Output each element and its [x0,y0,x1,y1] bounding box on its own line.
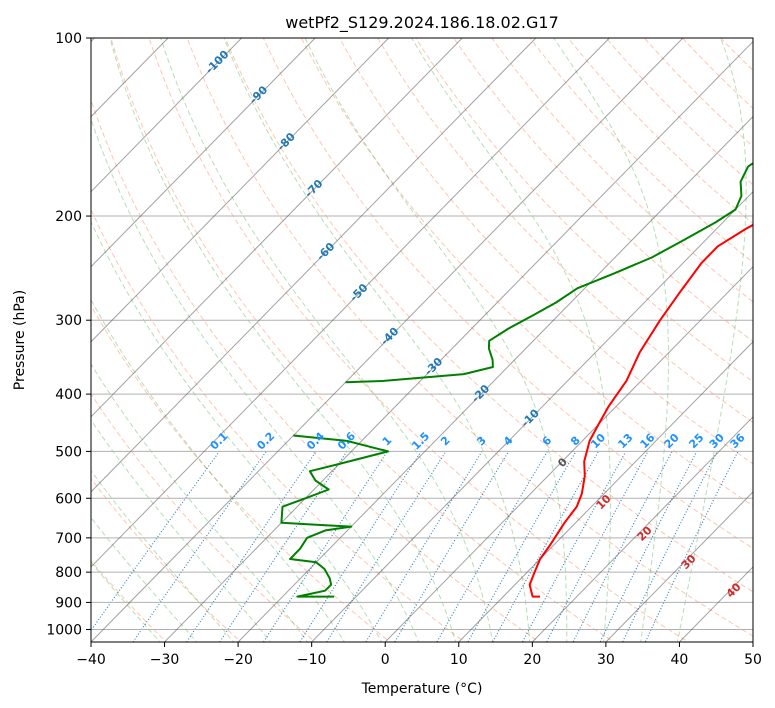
y-tick-label: 300 [55,313,82,329]
isotherm-line [311,190,753,642]
mixing-ratio-line [599,451,698,642]
isotherm-line [91,38,390,343]
dry-adiabat-line [300,38,753,507]
isotherm-line [605,491,753,642]
x-tick-label: 0 [381,652,390,668]
isotherm-line [458,341,753,642]
y-axis: 100 200 300 400 500 600 700 800 900 1000 [46,31,91,638]
dry-adiabat-line [491,38,753,303]
isotherm-line [91,38,537,493]
x-tick-label: 40 [671,652,689,668]
profile-lines [280,161,753,598]
temperature-profile-line [528,223,753,598]
x-axis: −40 −30 −20 −10 0 10 20 30 40 50 [76,642,762,668]
y-tick-label: 400 [55,387,82,403]
dry-adiabat-line [262,38,753,549]
dry-adiabat-line [148,38,690,642]
moist-adiabat-line [91,469,235,642]
x-tick-label: 20 [523,652,541,668]
isotherm-line [91,38,242,193]
dry-adiabat-line [224,38,753,593]
y-tick-label: 800 [55,565,82,581]
y-tick-label: 700 [55,531,82,547]
x-tick-label: 10 [450,652,468,668]
plot-frame [90,37,754,643]
mixing-ratio-line [436,451,548,642]
pressure-gridlines [91,38,753,630]
isotherm-line [91,38,316,268]
y-tick-label: 600 [55,491,82,507]
y-axis-title: Pressure (hPa) [12,290,28,390]
y-tick-label: 1000 [46,622,82,638]
mixing-ratio-line [394,451,510,642]
isotherm-line [91,38,463,418]
x-tick-label: 50 [744,652,762,668]
mixing-ratio-line [621,451,718,642]
x-tick-label: −20 [223,652,253,668]
dry-adiabat-line [415,38,753,383]
mixing-ratio-line [545,451,649,642]
x-tick-label: −40 [76,652,106,668]
x-tick-label: −10 [297,652,327,668]
y-tick-label: 100 [55,31,82,47]
moist-adiabat-line [91,363,309,642]
y-tick-label: 900 [55,595,82,611]
mixing-ratio-line [91,451,220,632]
moist-adiabat-line [91,117,420,642]
isotherm-line [164,40,753,642]
mixing-ratio-line [326,451,447,642]
dewpoint-profile-line-upper [345,161,753,384]
dry-adiabat-line [91,98,540,642]
y-tick-label: 500 [55,444,82,460]
isotherm-line [91,38,610,568]
x-tick-label: −30 [150,652,180,668]
mixing-ratio-line [299,451,422,642]
x-axis-title: Temperature (°C) [361,681,483,697]
moist-adiabat-line [91,419,272,642]
dewpoint-profile-line-lower [280,434,390,598]
isotherms [91,38,753,642]
y-tick-label: 200 [55,209,82,225]
isotherm-line [91,38,684,642]
chart-title: wetPf2_S129.2024.186.18.02.G17 [285,13,559,33]
isotherm-line [531,416,753,642]
x-tick-label: 30 [597,652,615,668]
isotherm-line [237,115,753,642]
dry-adiabat-line [377,38,753,424]
isotherm-line [384,266,753,642]
